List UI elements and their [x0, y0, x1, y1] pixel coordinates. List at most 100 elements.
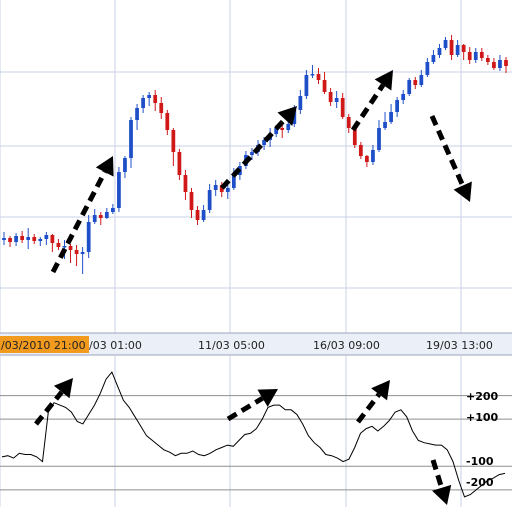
candle-body [262, 140, 266, 145]
candle-body [117, 172, 121, 208]
candle [304, 70, 309, 99]
candle [189, 188, 194, 218]
candle-body [383, 122, 387, 128]
candle-body [189, 192, 194, 210]
candle-body [443, 40, 448, 48]
x-tick-label: 19/03 13:00 [426, 339, 493, 352]
candle-body [371, 150, 375, 162]
candle [183, 170, 188, 200]
candle [455, 40, 460, 57]
candle-body [74, 250, 79, 254]
candle [8, 236, 12, 247]
candle [98, 212, 103, 225]
oscillator-level-labels: +200 +100 -100 -200 [466, 390, 499, 489]
candle [365, 155, 369, 167]
candle [492, 58, 496, 70]
trend-arrow-shaft [350, 83, 386, 132]
candle [358, 142, 363, 159]
trend-arrow-shaft [226, 396, 264, 422]
trend-arrow-head [371, 380, 390, 401]
trend-arrow-shaft [34, 390, 64, 426]
candle-body [316, 74, 321, 80]
trend-arrow-shaft [430, 459, 445, 489]
candle-body [365, 156, 369, 162]
candle-body [322, 80, 327, 92]
candle [153, 90, 158, 111]
candle [425, 58, 430, 77]
candle-body [92, 215, 97, 222]
candle-body [104, 212, 109, 218]
candle [177, 149, 182, 180]
candle [298, 90, 303, 114]
candle-body [20, 236, 25, 240]
candle-body [286, 124, 291, 130]
x-tick-label: /03 01:00 [89, 339, 142, 352]
candle-body [389, 112, 393, 122]
candle [56, 239, 61, 250]
candle [340, 93, 345, 119]
candle-body [50, 235, 55, 243]
trend-arrow-head [53, 378, 73, 399]
candle [322, 72, 327, 94]
candle [316, 68, 321, 84]
candle-body [419, 75, 424, 85]
candle-body [195, 210, 200, 220]
candle-body [171, 130, 176, 152]
candle-body [250, 152, 254, 155]
candle [141, 95, 145, 113]
candle-body [177, 152, 182, 175]
candle-body [183, 175, 188, 192]
candle [250, 148, 254, 160]
candle-body [8, 238, 12, 242]
candle [14, 233, 18, 246]
candle-body [231, 175, 236, 188]
time-axis: /03/2010 21:00 /03 01:00 11/03 05:00 16/… [0, 332, 512, 356]
candle [334, 91, 339, 108]
candle-body [407, 80, 412, 94]
trend-arrow-head [453, 181, 472, 202]
candle-body [274, 128, 279, 134]
candle [328, 88, 333, 106]
candle [2, 232, 6, 245]
highlighted-time-label-background [0, 336, 89, 353]
x-tick-label: 16/03 09:00 [313, 339, 380, 352]
candle [401, 90, 406, 104]
candle [377, 120, 381, 152]
candle-body [44, 235, 49, 239]
candle [498, 55, 502, 71]
trend-arrow [34, 378, 73, 426]
candle-body [328, 92, 333, 102]
candle [383, 112, 387, 130]
candle-body [377, 128, 381, 150]
candle-body [498, 60, 502, 68]
candle-body [123, 158, 127, 172]
candle [74, 245, 79, 266]
candle-body [153, 95, 158, 103]
candle [159, 97, 164, 119]
candle-body [207, 190, 212, 210]
trend-arrow-shaft [356, 392, 382, 424]
time-axis-background [0, 333, 512, 355]
candle [207, 184, 212, 213]
candle [419, 70, 424, 87]
candle [213, 180, 218, 196]
candle-body [479, 52, 484, 58]
candle-body [62, 246, 67, 248]
x-tick-label: 11/03 05:00 [198, 339, 265, 352]
trend-arrow-head [277, 106, 297, 127]
candle [147, 92, 152, 106]
candle-body [159, 103, 164, 113]
candle [479, 48, 484, 61]
candle [225, 185, 230, 199]
candle [201, 205, 206, 222]
candle [461, 44, 466, 60]
candle [135, 104, 139, 130]
candle-body [461, 45, 466, 52]
candle [32, 234, 37, 244]
candle [473, 48, 478, 63]
trend-arrow [350, 70, 393, 132]
candle-body [340, 98, 345, 117]
candle [395, 97, 400, 117]
candle-body [110, 208, 115, 212]
candle-body [129, 120, 133, 158]
